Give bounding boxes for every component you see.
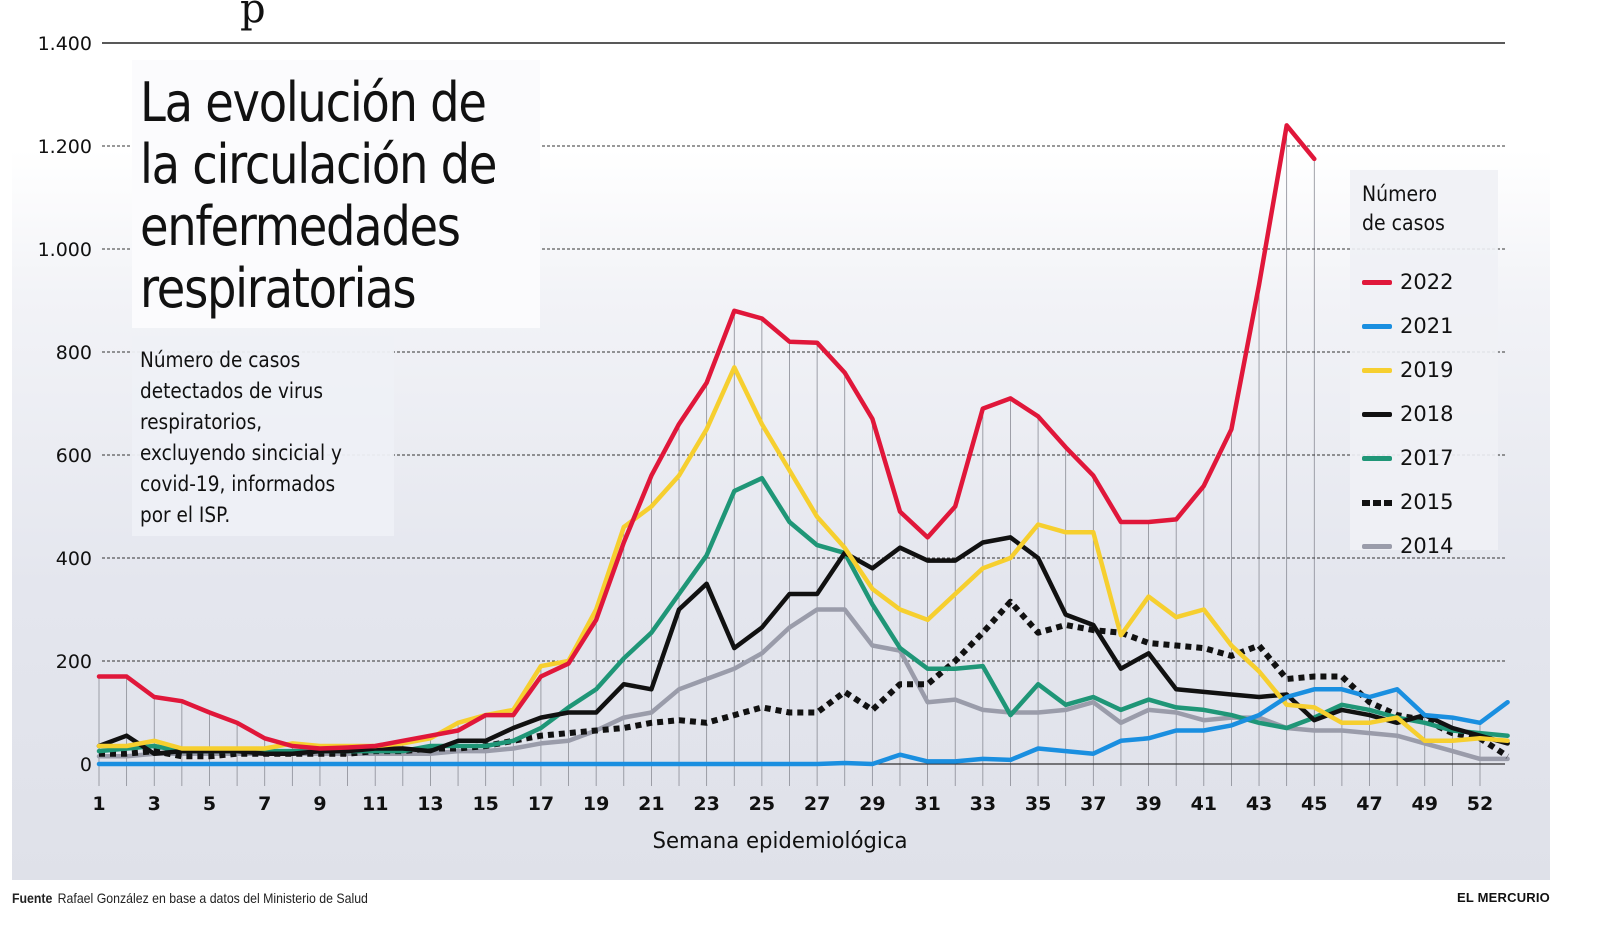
legend-title: Número de casos	[1362, 180, 1445, 238]
chart-title-line: La evolución de	[140, 71, 487, 134]
chart-subtitle-line: covid-19, informados	[140, 472, 336, 496]
source-note: Fuente Rafael González en base a datos de…	[12, 890, 368, 906]
legend-swatch-icon	[1362, 411, 1392, 417]
x-tick-label: 39	[1135, 793, 1161, 815]
x-tick-label: 21	[638, 793, 664, 815]
legend-label: 2021	[1400, 314, 1454, 338]
legend-item-2019: 2019	[1362, 348, 1454, 392]
source-text: Rafael González en base a datos del Mini…	[57, 890, 368, 906]
x-tick-label: 11	[362, 793, 388, 815]
x-tick-label: 37	[1080, 793, 1106, 815]
legend-label: 2015	[1400, 490, 1454, 514]
x-tick-label: 47	[1356, 793, 1382, 815]
legend-label: 2018	[1400, 402, 1454, 426]
legend-swatch-icon	[1362, 543, 1392, 549]
chart-subtitle-line: respiratorios,	[140, 410, 263, 434]
x-tick-label: 1	[92, 793, 105, 815]
legend-swatch-icon	[1362, 367, 1392, 373]
legend-item-2018: 2018	[1362, 392, 1454, 436]
y-tick-label: 1.000	[38, 239, 92, 261]
chart-title-line: enfermedades	[140, 195, 461, 258]
series-line-2021	[96, 687, 1510, 767]
legend-label: 2022	[1400, 270, 1454, 294]
x-tick-label: 19	[583, 793, 609, 815]
title-backdrop	[132, 60, 540, 328]
legend-label: 2017	[1400, 446, 1454, 470]
y-tick-label: 200	[56, 651, 92, 673]
y-tick-label: 800	[56, 342, 92, 364]
x-tick-label: 43	[1246, 793, 1272, 815]
chart-subtitle: Número de casos detectados de virus resp…	[140, 345, 369, 531]
subtitle-backdrop	[132, 336, 394, 536]
x-tick-label: 9	[313, 793, 326, 815]
chart-subtitle-line: Número de casos	[140, 348, 301, 372]
x-tick-label: 7	[258, 793, 271, 815]
x-tick-label: 52	[1467, 793, 1493, 815]
chart-subtitle-line: excluyendo sincicial y	[140, 441, 342, 465]
legend-backdrop	[1350, 170, 1498, 550]
x-tick-label: 5	[203, 793, 216, 815]
y-tick-label: 0	[80, 754, 92, 776]
x-tick-label: 23	[693, 793, 719, 815]
legend-label: 2014	[1400, 534, 1454, 558]
x-tick-label: 17	[528, 793, 554, 815]
chart-subtitle-line: detectados de virus	[140, 379, 323, 403]
y-tick-label: 400	[56, 548, 92, 570]
chart-title-line: respiratorias	[140, 257, 417, 320]
series-line-2018	[96, 535, 1510, 756]
x-tick-label: 41	[1191, 793, 1217, 815]
series-layer	[96, 123, 1510, 767]
legend-item-2014: 2014	[1362, 524, 1454, 568]
x-tick-label: 15	[472, 793, 498, 815]
series-line-2022	[96, 123, 1317, 751]
legend-item-2015: 2015	[1362, 480, 1454, 524]
chart-title-line: la circulación de	[140, 133, 497, 196]
y-tick-label: 1.400	[38, 33, 92, 55]
cropped-heading-fragment: p	[240, 0, 266, 32]
chart-subtitle-line: por el ISP.	[140, 503, 231, 527]
x-tick-label: 27	[804, 793, 830, 815]
legend-swatch-icon	[1362, 455, 1392, 461]
legend-item-2022: 2022	[1362, 260, 1454, 304]
y-tick-label: 1.200	[38, 136, 92, 158]
x-tick-label: 35	[1025, 793, 1051, 815]
chart-title: La evolución de la circulación de enferm…	[140, 71, 497, 320]
legend-label: 2019	[1400, 358, 1454, 382]
x-tick-label: 33	[970, 793, 996, 815]
chart-legend: Número de casos 2022 2021 2019 2018 2017 2015…	[1362, 180, 1454, 568]
x-tick-label: 3	[148, 793, 161, 815]
legend-swatch-icon	[1362, 279, 1392, 285]
x-tick-label: 45	[1301, 793, 1327, 815]
x-tick-label: 25	[749, 793, 775, 815]
legend-swatch-icon	[1362, 323, 1392, 329]
legend-items: 2022 2021 2019 2018 2017 2015 2014	[1362, 260, 1454, 568]
series-line-2014	[96, 607, 1510, 762]
legend-item-2021: 2021	[1362, 304, 1454, 348]
publisher-brand: EL MERCURIO	[1457, 890, 1550, 905]
legend-title-line: Número	[1362, 182, 1438, 206]
legend-swatch-icon	[1362, 499, 1392, 506]
series-line-2015	[99, 598, 1510, 760]
legend-title-line: de casos	[1362, 211, 1445, 235]
x-tick-label: 29	[859, 793, 885, 815]
legend-item-2017: 2017	[1362, 436, 1454, 480]
x-tick-label: 49	[1412, 793, 1438, 815]
source-label: Fuente	[12, 890, 53, 906]
x-tick-label: 13	[417, 793, 443, 815]
y-tick-label: 600	[56, 445, 92, 467]
x-axis-label: Semana epidemiológica	[653, 829, 908, 854]
x-tick-label: 31	[914, 793, 940, 815]
